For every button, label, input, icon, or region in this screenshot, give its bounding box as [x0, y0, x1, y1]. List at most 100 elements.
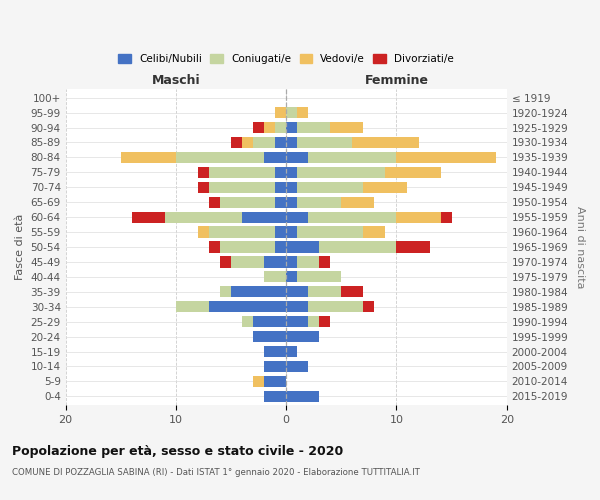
Bar: [341, 286, 364, 298]
Bar: [352, 137, 419, 148]
Bar: [264, 256, 286, 268]
Bar: [198, 182, 209, 193]
Legend: Celibi/Nubili, Coniugati/e, Vedovi/e, Divorziati/e: Celibi/Nubili, Coniugati/e, Vedovi/e, Di…: [114, 50, 458, 68]
Bar: [364, 226, 385, 237]
Bar: [231, 256, 264, 268]
Bar: [209, 242, 220, 252]
Bar: [264, 361, 286, 372]
Bar: [242, 316, 253, 328]
Bar: [176, 152, 264, 163]
Bar: [297, 166, 385, 178]
Bar: [286, 182, 297, 193]
Bar: [341, 196, 374, 208]
Bar: [286, 286, 308, 298]
Bar: [176, 301, 209, 312]
Bar: [242, 137, 253, 148]
Bar: [286, 301, 308, 312]
Bar: [264, 122, 275, 133]
Bar: [121, 152, 176, 163]
Bar: [286, 122, 297, 133]
Bar: [275, 107, 286, 118]
Bar: [209, 226, 275, 237]
Bar: [319, 256, 331, 268]
Bar: [286, 212, 308, 222]
Text: COMUNE DI POZZAGLIA SABINA (RI) - Dati ISTAT 1° gennaio 2020 - Elaborazione TUTT: COMUNE DI POZZAGLIA SABINA (RI) - Dati I…: [12, 468, 420, 477]
Bar: [397, 242, 430, 252]
Y-axis label: Anni di nascita: Anni di nascita: [575, 206, 585, 288]
Bar: [286, 256, 297, 268]
Y-axis label: Fasce di età: Fasce di età: [15, 214, 25, 280]
Bar: [286, 346, 297, 357]
Bar: [264, 390, 286, 402]
Bar: [242, 212, 286, 222]
Bar: [209, 196, 220, 208]
Bar: [397, 212, 440, 222]
Bar: [297, 272, 341, 282]
Bar: [440, 212, 452, 222]
Bar: [220, 242, 275, 252]
Bar: [286, 226, 297, 237]
Text: Maschi: Maschi: [152, 74, 200, 87]
Bar: [165, 212, 242, 222]
Bar: [308, 316, 319, 328]
Bar: [220, 256, 231, 268]
Bar: [231, 137, 242, 148]
Bar: [286, 331, 319, 342]
Bar: [209, 166, 275, 178]
Bar: [275, 166, 286, 178]
Bar: [297, 122, 331, 133]
Bar: [264, 376, 286, 387]
Bar: [220, 286, 231, 298]
Bar: [198, 226, 209, 237]
Bar: [286, 316, 308, 328]
Bar: [286, 152, 308, 163]
Bar: [209, 182, 275, 193]
Bar: [275, 182, 286, 193]
Bar: [264, 272, 286, 282]
Bar: [275, 242, 286, 252]
Bar: [253, 122, 264, 133]
Bar: [286, 196, 297, 208]
Bar: [286, 390, 319, 402]
Bar: [308, 301, 364, 312]
Bar: [253, 137, 275, 148]
Bar: [364, 301, 374, 312]
Bar: [231, 286, 286, 298]
Bar: [385, 166, 440, 178]
Bar: [319, 316, 331, 328]
Bar: [198, 166, 209, 178]
Bar: [286, 242, 319, 252]
Bar: [264, 152, 286, 163]
Bar: [286, 272, 297, 282]
Bar: [297, 226, 364, 237]
Bar: [220, 196, 275, 208]
Bar: [297, 182, 364, 193]
Bar: [308, 286, 341, 298]
Bar: [331, 122, 364, 133]
Bar: [308, 212, 397, 222]
Bar: [264, 346, 286, 357]
Bar: [364, 182, 407, 193]
Bar: [275, 196, 286, 208]
Bar: [286, 166, 297, 178]
Bar: [397, 152, 496, 163]
Bar: [286, 107, 297, 118]
Bar: [297, 256, 319, 268]
Bar: [297, 137, 352, 148]
Bar: [132, 212, 165, 222]
Bar: [275, 137, 286, 148]
Bar: [286, 137, 297, 148]
Bar: [319, 242, 397, 252]
Bar: [253, 331, 286, 342]
Bar: [253, 316, 286, 328]
Bar: [297, 107, 308, 118]
Bar: [308, 152, 397, 163]
Bar: [275, 122, 286, 133]
Text: Femmine: Femmine: [364, 74, 428, 87]
Bar: [297, 196, 341, 208]
Bar: [275, 226, 286, 237]
Bar: [286, 361, 308, 372]
Text: Popolazione per età, sesso e stato civile - 2020: Popolazione per età, sesso e stato civil…: [12, 445, 343, 458]
Bar: [253, 376, 264, 387]
Bar: [209, 301, 286, 312]
